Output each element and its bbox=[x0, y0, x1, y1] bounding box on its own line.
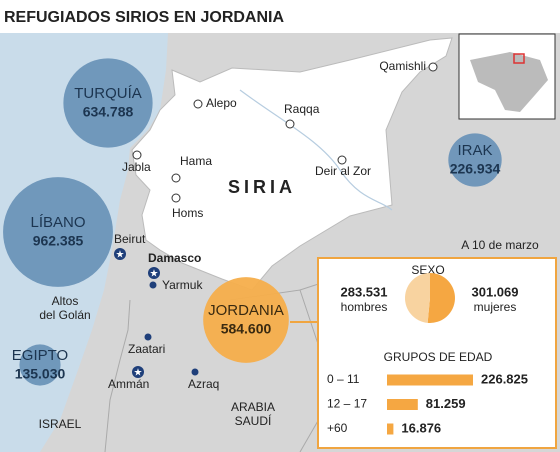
city-dot bbox=[132, 150, 142, 160]
border bbox=[104, 299, 131, 452]
capital-star: ★ bbox=[116, 250, 125, 261]
sex-name: mujeres bbox=[474, 300, 517, 314]
age-title: GRUPOS DE EDAD bbox=[384, 350, 493, 364]
age-label: 12 – 17 bbox=[327, 397, 367, 411]
refugee-bubble bbox=[203, 277, 289, 363]
date-note: A 10 de marzo bbox=[461, 238, 539, 252]
age-bar bbox=[387, 423, 394, 435]
age-label: +60 bbox=[327, 421, 348, 435]
region-label: SAUDÍ bbox=[235, 413, 272, 428]
place-label: Hama bbox=[180, 154, 212, 168]
river bbox=[239, 89, 393, 211]
bubble-name: EGIPTO bbox=[12, 347, 68, 364]
capital-marker bbox=[148, 267, 160, 279]
refugee-bubble bbox=[19, 344, 61, 386]
place-label: Beirut bbox=[114, 232, 146, 246]
bubble-name: LÍBANO bbox=[30, 214, 85, 231]
refugee-bubble bbox=[3, 177, 113, 287]
bubble-name: TURQUÍA bbox=[74, 85, 142, 102]
title: REFUGIADOS SIRIOS EN JORDANIA bbox=[4, 9, 284, 26]
bubble-value: 962.385 bbox=[33, 233, 84, 249]
place-label: Raqqa bbox=[284, 102, 320, 116]
bubble-name: IRAK bbox=[457, 142, 492, 159]
city-dot bbox=[171, 173, 181, 183]
place-label: Yarmuk bbox=[162, 278, 203, 292]
place-label: Homs bbox=[172, 206, 203, 220]
age-value: 226.825 bbox=[481, 371, 528, 386]
place-label: Ammán bbox=[108, 377, 149, 391]
age-value: 16.876 bbox=[401, 420, 441, 435]
city-dot bbox=[285, 119, 295, 129]
inset-land bbox=[470, 52, 548, 112]
camp-dot bbox=[191, 368, 199, 376]
place-label: Azraq bbox=[188, 377, 219, 391]
age-bar bbox=[387, 374, 473, 386]
capital-star: ★ bbox=[134, 368, 143, 379]
sex-name: hombres bbox=[341, 300, 388, 314]
bubble-value: 135.030 bbox=[15, 366, 66, 382]
place-label: Damasco bbox=[148, 251, 201, 265]
city-dot bbox=[428, 62, 438, 72]
place-label: Qamishli bbox=[379, 59, 426, 73]
capital-marker bbox=[114, 248, 126, 260]
country-label: SIRIA bbox=[228, 177, 296, 197]
pie-slice bbox=[405, 273, 430, 323]
place-label: Deir al Zor bbox=[315, 164, 371, 178]
place-label: Alepo bbox=[206, 96, 237, 110]
syria bbox=[131, 37, 453, 291]
refugee-bubble bbox=[63, 58, 153, 148]
city-dot bbox=[193, 99, 203, 109]
inset-marker bbox=[513, 53, 525, 64]
place-label: Jabla bbox=[122, 160, 151, 174]
city-dot bbox=[337, 155, 347, 165]
sex-title: SEXO bbox=[411, 263, 444, 277]
camp-dot bbox=[149, 281, 157, 289]
refugee-bubble bbox=[448, 133, 502, 187]
camp-dot bbox=[144, 333, 152, 341]
age-value: 81.259 bbox=[426, 396, 466, 411]
sex-value: 283.531 bbox=[341, 284, 388, 299]
pie-slice bbox=[427, 273, 455, 323]
bubble-value: 634.788 bbox=[83, 104, 134, 120]
region-label: Altos bbox=[52, 294, 79, 308]
bubble-value: 226.934 bbox=[450, 161, 501, 177]
region-label: del Golán bbox=[39, 308, 90, 322]
bubble-name: JORDANIA bbox=[208, 302, 284, 319]
bubble-value: 584.600 bbox=[221, 321, 272, 337]
region-label: ISRAEL bbox=[39, 417, 82, 431]
place-label: Zaatari bbox=[128, 342, 165, 356]
capital-marker bbox=[132, 366, 144, 378]
age-label: 0 – 11 bbox=[327, 372, 360, 386]
region-label: ARABIA bbox=[231, 400, 275, 414]
capital-star: ★ bbox=[150, 269, 159, 280]
city-dot bbox=[171, 193, 181, 203]
age-bar bbox=[387, 399, 418, 410]
sex-value: 301.069 bbox=[472, 284, 519, 299]
